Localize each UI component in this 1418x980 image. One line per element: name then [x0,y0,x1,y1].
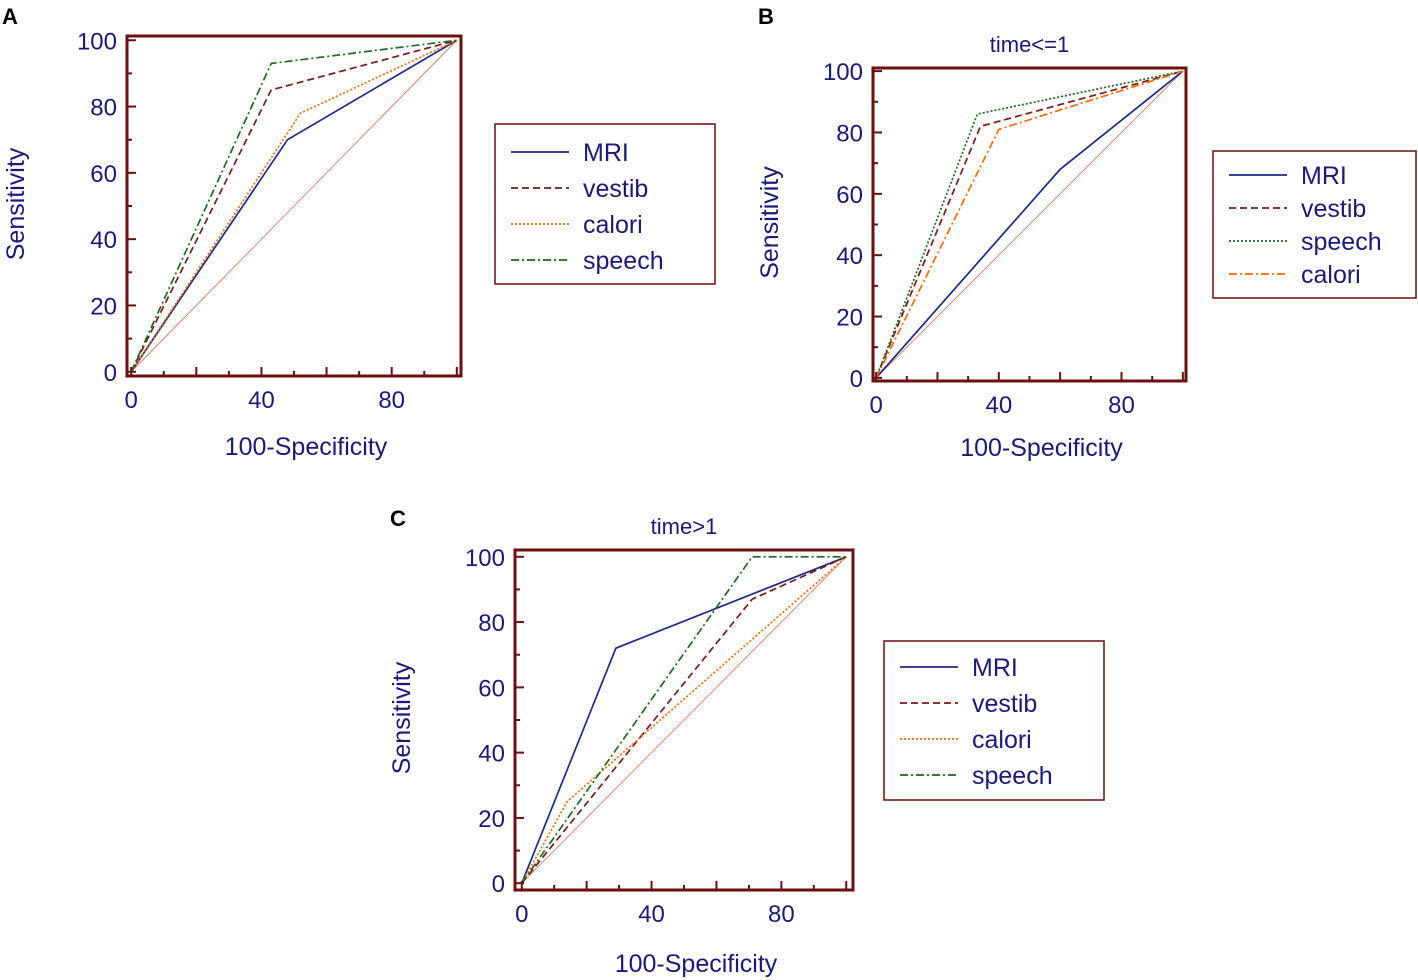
x-tick-label-b: 0 [869,392,882,419]
series-line-MRI-a [130,39,458,373]
legend-label-speech-a: speech [583,247,664,275]
legend-label-speech-b: speech [1301,228,1382,256]
chart-title-b: time<=1 [990,32,1070,57]
y-tick-label-a: 80 [90,95,117,122]
y-tick-label-c: 80 [478,610,505,637]
legend-label-MRI-c: MRI [972,654,1018,682]
legend-label-calori-a: calori [583,211,643,239]
legend-label-calori-c: calori [972,726,1032,754]
y-tick-label-b: 80 [836,120,863,147]
y-tick-label-b: 20 [836,305,863,332]
legend-label-speech-c: speech [972,762,1053,790]
x-axis-label-c: 100-Specificity [615,950,778,978]
y-tick-label-b: 0 [850,366,863,393]
x-tick-label-a: 80 [378,387,405,414]
x-tick-label-a: 40 [248,387,275,414]
legend-label-vestib-a: vestib [583,175,648,203]
x-axis-label-b: 100-Specificity [960,434,1123,462]
panel-letter-b: B [758,4,774,29]
y-tick-label-a: 100 [77,28,117,55]
series-line-MRI-b [875,70,1184,379]
y-axis-label-b: Sensitivity [756,166,784,279]
y-tick-label-c: 0 [492,871,505,898]
y-tick-label-a: 40 [90,227,117,254]
reference-diagonal-b [875,70,1184,379]
y-tick-label-c: 20 [478,806,505,833]
x-tick-label-a: 0 [124,387,137,414]
series-line-vestib-b [875,70,1184,379]
panel-letter-c: C [390,506,406,531]
legend-label-MRI-a: MRI [583,139,629,167]
series-line-calori-c [521,556,847,884]
series-line-vestib-a [130,39,458,373]
y-tick-label-a: 20 [90,293,117,320]
panel-letter-a: A [2,4,18,29]
reference-diagonal-a [130,39,458,373]
series-line-speech-c [521,555,847,884]
y-tick-label-c: 100 [465,545,505,572]
legend-label-vestib-c: vestib [972,690,1037,718]
legend-label-vestib-b: vestib [1301,195,1366,223]
x-tick-label-b: 40 [985,392,1012,419]
y-tick-label-c: 60 [478,675,505,702]
y-axis-label-a: Sensitivity [2,147,30,260]
reference-diagonal-c [521,556,847,884]
series-line-MRI-c [520,556,847,884]
x-axis-label-a: 100-Specificity [225,433,388,461]
x-tick-label-b: 80 [1108,392,1135,419]
series-line-vestib-c [521,556,847,884]
series-line-calori-b [875,70,1184,379]
y-tick-label-b: 60 [836,182,863,209]
legend-box-a [494,123,716,285]
y-tick-label-b: 100 [823,59,863,86]
legend-label-calori-b: calori [1301,261,1361,289]
x-tick-label-c: 40 [638,901,665,928]
y-tick-label-c: 40 [478,741,505,768]
y-tick-label-a: 60 [90,161,117,188]
series-line-calori-a [130,39,458,373]
series-line-speech-a [130,39,457,373]
legend-label-MRI-b: MRI [1301,162,1347,190]
chart-title-c: time>1 [651,514,718,539]
x-tick-label-c: 0 [515,901,528,928]
y-tick-label-b: 40 [836,243,863,270]
y-axis-label-c: Sensitivity [388,661,416,774]
y-tick-label-a: 0 [104,360,117,387]
x-tick-label-c: 80 [768,901,795,928]
